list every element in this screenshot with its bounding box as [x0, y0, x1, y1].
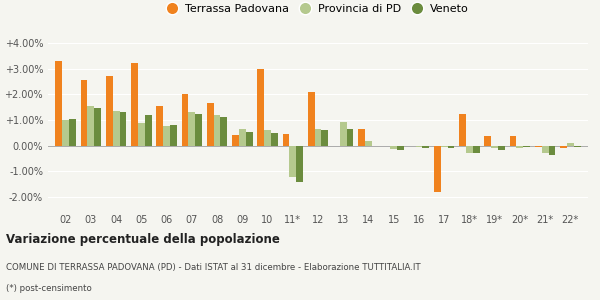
Bar — [567, 143, 574, 146]
Bar — [94, 108, 101, 146]
Bar — [80, 80, 88, 146]
Bar — [484, 136, 491, 146]
Bar — [574, 146, 581, 147]
Bar — [214, 115, 220, 146]
Bar — [466, 146, 473, 153]
Bar — [535, 146, 542, 147]
Bar — [207, 103, 214, 146]
Bar — [188, 112, 195, 146]
Legend: Terrassa Padovana, Provincia di PD, Veneto: Terrassa Padovana, Provincia di PD, Vene… — [163, 0, 473, 18]
Bar — [163, 126, 170, 146]
Bar — [498, 146, 505, 150]
Bar — [296, 146, 303, 182]
Bar — [157, 106, 163, 146]
Bar — [365, 141, 372, 146]
Bar — [397, 146, 404, 150]
Bar — [88, 106, 94, 146]
Bar — [106, 76, 113, 146]
Bar — [131, 63, 138, 146]
Bar — [314, 129, 322, 146]
Bar — [220, 117, 227, 146]
Bar — [322, 130, 328, 146]
Bar — [459, 114, 466, 146]
Bar — [145, 115, 152, 146]
Bar — [246, 132, 253, 146]
Bar — [347, 129, 353, 146]
Text: COMUNE DI TERRASSA PADOVANA (PD) - Dati ISTAT al 31 dicembre - Elaborazione TUTT: COMUNE DI TERRASSA PADOVANA (PD) - Dati … — [6, 263, 421, 272]
Bar — [283, 134, 289, 146]
Bar — [239, 129, 246, 146]
Bar — [491, 146, 498, 148]
Bar — [195, 114, 202, 146]
Bar — [560, 146, 567, 148]
Bar — [509, 136, 517, 146]
Text: Variazione percentuale della popolazione: Variazione percentuale della popolazione — [6, 233, 280, 246]
Bar — [358, 129, 365, 146]
Bar — [448, 146, 454, 148]
Bar — [473, 146, 479, 153]
Bar — [340, 122, 347, 146]
Bar — [182, 94, 188, 146]
Bar — [257, 69, 264, 146]
Bar — [542, 146, 548, 153]
Bar — [55, 61, 62, 146]
Bar — [308, 92, 314, 146]
Text: (*) post-censimento: (*) post-censimento — [6, 284, 92, 293]
Bar — [289, 146, 296, 177]
Bar — [138, 123, 145, 146]
Bar — [523, 146, 530, 147]
Bar — [548, 146, 556, 155]
Bar — [232, 135, 239, 146]
Bar — [170, 125, 177, 146]
Bar — [119, 112, 127, 146]
Bar — [264, 130, 271, 146]
Bar — [422, 146, 429, 148]
Bar — [69, 119, 76, 146]
Bar — [113, 111, 119, 146]
Bar — [390, 146, 397, 149]
Bar — [271, 133, 278, 146]
Bar — [416, 146, 422, 147]
Bar — [62, 120, 69, 146]
Bar — [434, 146, 441, 192]
Bar — [517, 146, 523, 148]
Bar — [441, 146, 448, 147]
